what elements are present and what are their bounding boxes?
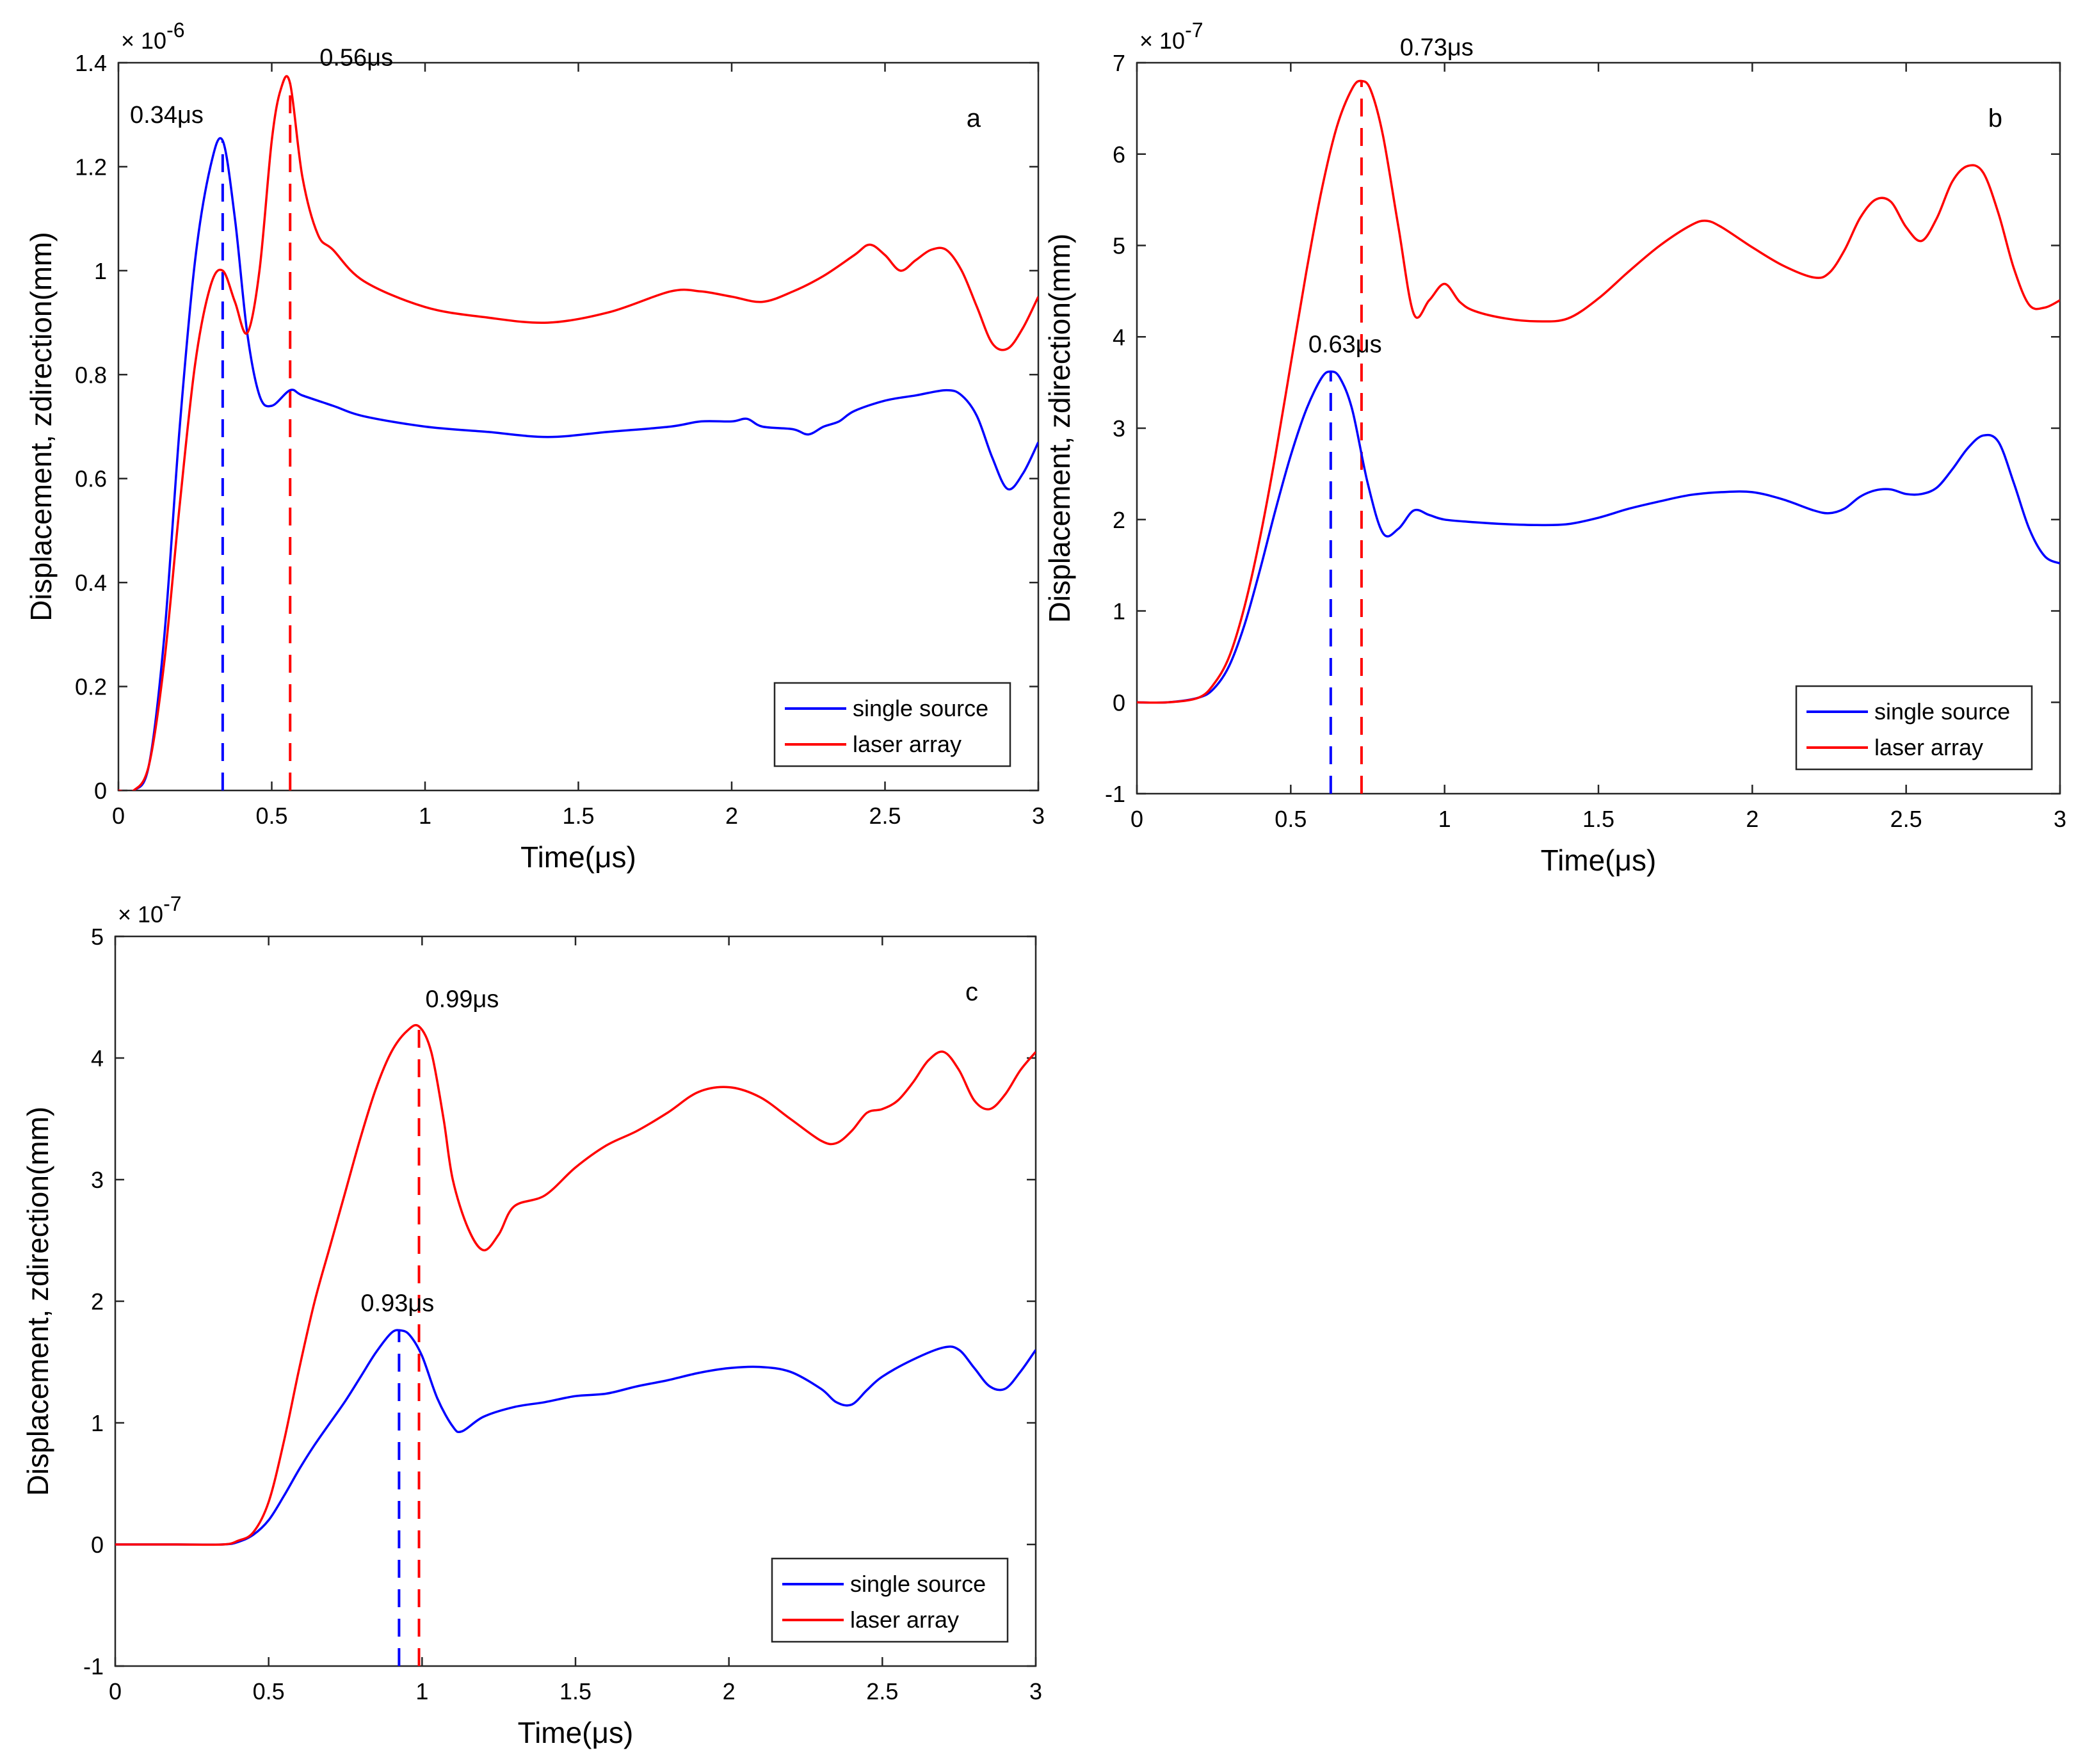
plot-area bbox=[114, 935, 1037, 1667]
plot-area bbox=[117, 61, 1040, 792]
x-tick-label: 0 bbox=[1130, 806, 1143, 832]
peak-annotation: 0.56μs bbox=[319, 44, 393, 71]
y-tick-label: 3 bbox=[1113, 415, 1125, 442]
x-tick-label: 0.5 bbox=[255, 803, 287, 829]
y-tick-label: 6 bbox=[1113, 141, 1125, 168]
x-tick-label: 2.5 bbox=[1890, 806, 1922, 832]
panel-letter: a bbox=[967, 104, 981, 132]
plot-area bbox=[1136, 61, 2061, 795]
series-line-single-source bbox=[115, 1329, 1036, 1546]
y-tick-label: 0.8 bbox=[75, 362, 107, 388]
y-tick-label: 1 bbox=[94, 258, 107, 284]
x-tick-label: 3 bbox=[1032, 803, 1045, 829]
y-tick-label: 4 bbox=[91, 1045, 104, 1071]
y-tick-label: 1.2 bbox=[75, 154, 107, 180]
peak-annotation: 0.34μs bbox=[130, 102, 204, 129]
chart-panel-a: 0 0.5 1 1.5 2 2.5 3 0 0.2 0.4 0.6 0.8 1 1.2 1.4 × 10-6 T… bbox=[24, 19, 1045, 874]
y-tick-label: 1.4 bbox=[75, 50, 107, 76]
panel-letter: b bbox=[1988, 104, 2002, 132]
legend-entry: laser array bbox=[850, 1607, 959, 1633]
y-tick-label: 7 bbox=[1113, 50, 1125, 76]
y-tick-label: 2 bbox=[91, 1288, 104, 1315]
x-tick-label: 1.5 bbox=[562, 803, 594, 829]
peak-annotation: 0.93μs bbox=[360, 1290, 434, 1317]
y-tick-label: 3 bbox=[91, 1167, 104, 1193]
x-tick-label: 1.5 bbox=[1582, 806, 1614, 832]
series-line-single-source bbox=[1137, 370, 2060, 704]
y-axis-label: Displacement, zdirection(mm) bbox=[21, 1107, 54, 1496]
legend-entry: laser array bbox=[1874, 734, 1983, 760]
series-line-single-source bbox=[118, 137, 1038, 790]
y-tick-label: 5 bbox=[91, 924, 104, 950]
y-tick-label: 5 bbox=[1113, 233, 1125, 259]
axis-multiplier: × 10-7 bbox=[1139, 19, 1203, 54]
axis-multiplier: × 10-7 bbox=[118, 892, 182, 927]
y-tick-label: -1 bbox=[83, 1653, 104, 1680]
x-tick-label: 3 bbox=[2054, 806, 2066, 832]
legend: single source laser array bbox=[773, 682, 1011, 767]
x-tick-label: 2 bbox=[725, 803, 738, 829]
y-axis-label: Displacement, zdirection(mm) bbox=[24, 232, 58, 621]
x-axis-label: Time(μs) bbox=[518, 1716, 634, 1749]
x-tick-label: 1.5 bbox=[559, 1678, 591, 1704]
x-tick-label: 2.5 bbox=[869, 803, 901, 829]
x-tick-label: 1 bbox=[1438, 806, 1451, 832]
x-tick-label: 1 bbox=[419, 803, 431, 829]
legend: single source laser array bbox=[771, 1557, 1009, 1643]
x-tick-label: 0 bbox=[109, 1678, 122, 1704]
x-tick-label: 0 bbox=[112, 803, 125, 829]
peak-annotation: 0.99μs bbox=[426, 986, 499, 1013]
y-tick-label: 4 bbox=[1113, 324, 1125, 350]
y-axis-label: Displacement, zdirection(mm) bbox=[1043, 234, 1076, 623]
legend-entry: single source bbox=[853, 695, 988, 721]
x-tick-label: 2 bbox=[1746, 806, 1758, 832]
y-tick-label: 1 bbox=[91, 1410, 104, 1436]
legend-entry: single source bbox=[850, 1571, 986, 1597]
x-axis-label: Time(μs) bbox=[520, 840, 636, 874]
y-tick-label: 2 bbox=[1113, 507, 1125, 533]
y-tick-label: 1 bbox=[1113, 598, 1125, 625]
series-line-laser-array bbox=[118, 75, 1038, 790]
legend-entry: laser array bbox=[853, 731, 962, 757]
x-tick-label: 1 bbox=[415, 1678, 428, 1704]
y-tick-label: 0 bbox=[1113, 689, 1125, 716]
legend: single source laser array bbox=[1795, 685, 2033, 771]
series-line-laser-array bbox=[115, 1023, 1036, 1546]
x-axis-label: Time(μs) bbox=[1541, 844, 1657, 877]
peak-annotation: 0.73μs bbox=[1400, 35, 1474, 61]
legend-entry: single source bbox=[1874, 698, 2010, 725]
x-tick-label: 2.5 bbox=[866, 1678, 898, 1704]
x-tick-label: 3 bbox=[1029, 1678, 1042, 1704]
y-tick-label: -1 bbox=[1105, 781, 1125, 807]
y-tick-label: 0 bbox=[94, 778, 107, 804]
series-line-laser-array bbox=[1137, 79, 2060, 704]
axis-multiplier: × 10-6 bbox=[121, 19, 185, 54]
y-tick-label: 0 bbox=[91, 1532, 104, 1558]
x-tick-label: 0.5 bbox=[1275, 806, 1307, 832]
x-tick-label: 0.5 bbox=[253, 1678, 285, 1704]
x-tick-label: 2 bbox=[723, 1678, 736, 1704]
y-tick-label: 0.2 bbox=[75, 674, 107, 700]
peak-annotation: 0.63μs bbox=[1308, 331, 1382, 358]
y-tick-label: 0.4 bbox=[75, 570, 107, 596]
y-tick-label: 0.6 bbox=[75, 466, 107, 492]
panel-letter: c bbox=[965, 978, 978, 1006]
